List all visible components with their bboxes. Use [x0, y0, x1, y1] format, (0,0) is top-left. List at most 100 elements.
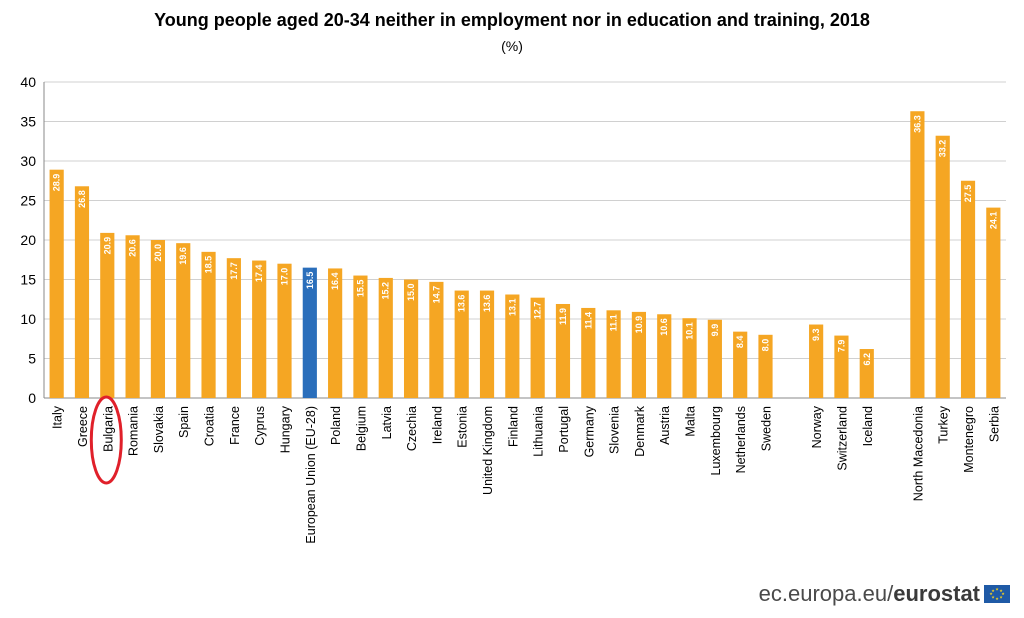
bar-value-label: 20.9: [102, 237, 112, 255]
svg-text:★: ★: [995, 587, 999, 592]
bar: [809, 324, 824, 398]
y-tick-label: 10: [20, 311, 36, 327]
bar: [252, 260, 267, 398]
svg-text:★: ★: [991, 595, 995, 600]
svg-text:★: ★: [989, 591, 993, 596]
bar-value-label: 12.7: [533, 302, 543, 320]
x-tick-label: Netherlands: [734, 406, 748, 473]
bar-value-label: 10.9: [634, 316, 644, 334]
y-tick-label: 5: [28, 351, 36, 367]
bar: [555, 303, 571, 398]
bar-value-label: 16.4: [330, 272, 340, 290]
x-tick-label: Austria: [658, 406, 672, 445]
x-tick-label: Turkey: [937, 405, 951, 443]
bar: [100, 232, 115, 398]
svg-text:★: ★: [999, 588, 1003, 593]
bar-value-label: 19.6: [178, 247, 188, 265]
x-tick-label: North Macedonia: [911, 406, 925, 501]
bar-value-label: 28.9: [52, 174, 62, 192]
bar-value-label: 17.0: [280, 268, 290, 286]
bar: [758, 334, 773, 398]
bar: [935, 135, 950, 398]
y-tick-label: 25: [20, 193, 36, 209]
x-tick-label: Hungary: [279, 405, 293, 453]
x-tick-label: European Union (EU-28): [304, 406, 318, 544]
bar: [960, 180, 976, 398]
eu-flag-icon: ★ ★ ★ ★ ★ ★ ★ ★: [984, 585, 1010, 603]
bar: [429, 281, 444, 398]
chart-title: Young people aged 20-34 neither in emplo…: [154, 10, 870, 30]
x-tick-label: Greece: [76, 406, 90, 447]
x-tick-label: Slovakia: [152, 406, 166, 453]
x-tick-label: Poland: [329, 406, 343, 445]
bar-value-label: 11.9: [558, 308, 568, 325]
bar: [176, 243, 191, 398]
x-tick-label: Malta: [684, 406, 698, 437]
x-tick-label: Croatia: [203, 406, 217, 446]
x-tick-label: Denmark: [633, 405, 647, 456]
x-tick-label: United Kingdom: [481, 406, 495, 495]
bar: [631, 311, 647, 398]
y-tick-label: 0: [28, 390, 36, 406]
y-tick-label: 15: [20, 272, 36, 288]
bar-value-label: 6.2: [862, 353, 872, 366]
bar: [657, 314, 672, 398]
footer-site: ec.europa.eu/: [758, 581, 894, 606]
svg-text:★: ★: [999, 595, 1003, 600]
bar-value-label: 11.4: [583, 312, 593, 329]
bar: [226, 258, 241, 398]
bar: [454, 290, 469, 398]
bar: [606, 310, 621, 398]
bar-value-label: 13.6: [457, 295, 467, 313]
bar-value-label: 7.9: [836, 340, 846, 353]
bar-value-label: 16.5: [305, 272, 315, 290]
bar-value-label: 17.7: [229, 262, 239, 280]
bar: [707, 319, 722, 398]
bar: [479, 290, 495, 398]
bar-value-label: 36.3: [912, 115, 922, 133]
bar: [150, 240, 166, 398]
x-tick-label: Montenegro: [962, 406, 976, 473]
bar-value-label: 27.5: [963, 185, 973, 203]
bar: [49, 169, 64, 398]
y-tick-label: 30: [20, 153, 36, 169]
bar-value-label: 11.1: [609, 314, 619, 331]
bar-value-label: 13.1: [507, 299, 517, 317]
svg-text:★: ★: [991, 588, 995, 593]
svg-text:★: ★: [1001, 591, 1005, 596]
x-tick-label: Belgium: [354, 406, 368, 451]
svg-text:★: ★: [995, 596, 999, 601]
x-tick-label: Ireland: [430, 406, 444, 444]
x-tick-label: Switzerland: [835, 406, 849, 471]
bar-value-label: 9.3: [811, 329, 821, 342]
y-tick-label: 20: [20, 232, 36, 248]
x-tick-label: Cyprus: [253, 406, 267, 446]
x-tick-label: Sweden: [760, 406, 774, 451]
bar: [733, 331, 748, 398]
bar-value-label: 15.0: [406, 284, 416, 302]
footer: ec.europa.eu/eurostat ★ ★ ★ ★ ★ ★ ★ ★: [759, 581, 1010, 607]
bar: [986, 207, 1001, 398]
bar-value-label: 26.8: [77, 190, 87, 208]
chart-subtitle: (%): [501, 38, 523, 54]
x-tick-label: Iceland: [861, 406, 875, 446]
bar-value-label: 17.4: [254, 265, 264, 283]
footer-link[interactable]: ec.europa.eu/eurostat: [759, 581, 980, 607]
bar-value-label: 20.0: [153, 244, 163, 262]
bar: [682, 318, 697, 398]
x-tick-label: France: [228, 406, 242, 445]
y-tick-label: 35: [20, 114, 36, 130]
bar-value-label: 15.2: [381, 282, 391, 300]
bar: [910, 111, 925, 398]
x-tick-label: Estonia: [456, 406, 470, 448]
x-tick-label: Finland: [506, 406, 520, 447]
bar: [378, 277, 393, 398]
x-tick-label: Italy: [51, 405, 65, 429]
x-tick-label: Romania: [127, 406, 141, 456]
bar: [302, 267, 317, 398]
bar-value-label: 24.1: [988, 212, 998, 230]
x-tick-label: Bulgaria: [101, 406, 115, 452]
x-tick-label: Slovenia: [608, 406, 622, 454]
x-tick-label: Norway: [810, 405, 824, 448]
